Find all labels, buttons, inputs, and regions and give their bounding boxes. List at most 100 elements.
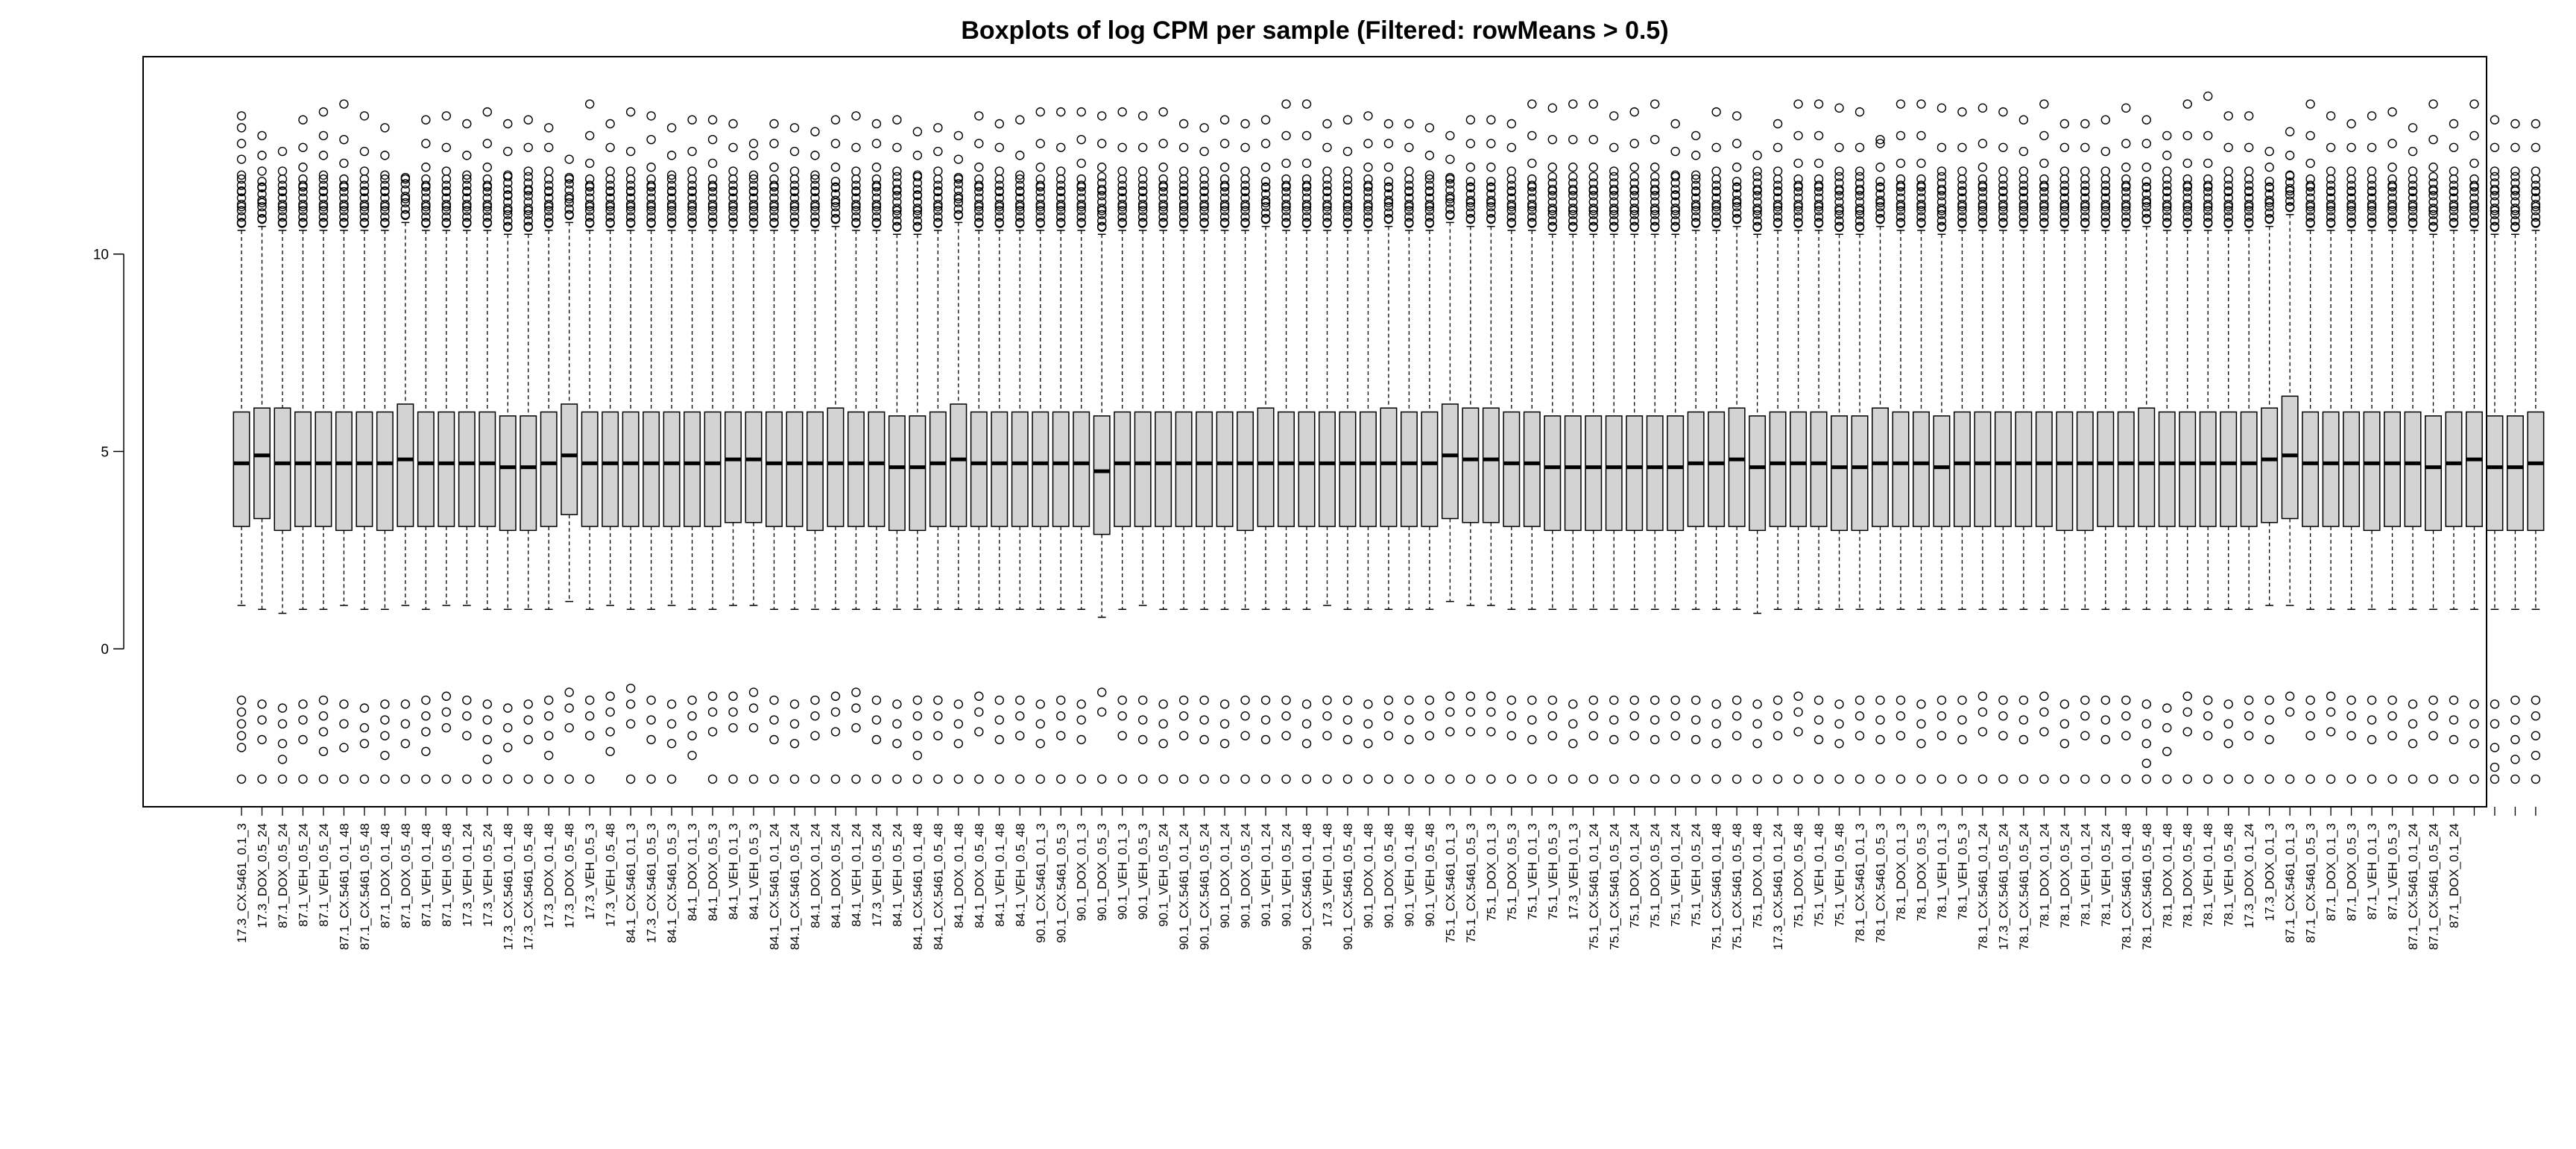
x-tick-label: 17.3_VEH_0.1_3	[1566, 823, 1580, 920]
outlier-point	[257, 734, 267, 745]
outlier-point	[1301, 218, 1312, 227]
outlier-point	[1404, 119, 1414, 129]
outlier-point	[1465, 182, 1476, 192]
outlier-point	[2080, 774, 2090, 784]
outlier-point	[871, 695, 882, 705]
x-tick-label: 75.1_CX.5461_0.5_48	[1730, 823, 1744, 950]
x-tick-label: 84.1_VEH_0.1_3	[727, 823, 741, 920]
outlier-point	[584, 158, 595, 169]
outlier-point	[769, 119, 779, 129]
iqr-box	[1339, 411, 1357, 527]
outlier-point	[318, 151, 329, 160]
outlier-point	[359, 202, 370, 212]
outlier-point	[953, 204, 964, 214]
outlier-point	[912, 127, 923, 136]
outlier-point	[1260, 182, 1271, 192]
outlier-point	[851, 180, 861, 190]
outlier-point	[1854, 186, 1865, 196]
outlier-point	[1977, 199, 1988, 210]
outlier-point	[523, 204, 533, 213]
iqr-box	[2445, 411, 2463, 527]
outlier-point	[1998, 212, 2008, 222]
outlier-point	[1015, 731, 1025, 740]
outlier-point	[646, 774, 656, 784]
outlier-point	[912, 204, 923, 213]
outlier-point	[707, 158, 718, 169]
outlier-point	[605, 186, 615, 196]
outlier-point	[523, 206, 533, 215]
outlier-point	[1137, 202, 1148, 212]
outlier-point	[2039, 202, 2049, 212]
outlier-point	[257, 130, 267, 141]
sample-boxplot	[1851, 107, 1869, 784]
outlier-point	[1506, 180, 1517, 190]
outlier-point	[1711, 166, 1721, 176]
outlier-point	[1998, 107, 2008, 117]
x-tick-label: 78.1_DOX_0.1_24	[2037, 823, 2051, 928]
outlier-point	[1137, 180, 1148, 190]
outlier-point	[748, 151, 759, 160]
y-tick-label: 10	[93, 248, 109, 263]
outlier-point	[2162, 151, 2172, 160]
iqr-box	[1298, 411, 1316, 527]
outlier-point	[892, 186, 902, 196]
outlier-point	[1936, 210, 1947, 219]
outlier-point	[789, 774, 800, 784]
outlier-point	[1445, 691, 1455, 701]
outlier-point	[1650, 134, 1660, 145]
iqr-box	[2138, 407, 2156, 527]
outlier-point	[2264, 774, 2274, 784]
sample-boxplot	[2322, 111, 2340, 784]
outlier-point	[2510, 191, 2520, 201]
outlier-point	[2080, 731, 2090, 740]
outlier-point	[2141, 774, 2151, 784]
outlier-point	[1895, 218, 1906, 227]
outlier-point	[359, 199, 370, 210]
outlier-point	[1199, 774, 1209, 784]
iqr-box	[1892, 411, 1910, 527]
outlier-point	[1117, 212, 1127, 222]
outlier-point	[462, 202, 472, 212]
outlier-point	[2039, 174, 2049, 184]
outlier-point	[2039, 707, 2049, 717]
sample-boxplot	[2158, 130, 2176, 784]
outlier-point	[1424, 711, 1435, 721]
iqr-box	[950, 403, 967, 527]
outlier-point	[912, 711, 923, 721]
outlier-point	[1629, 139, 1639, 148]
outlier-point	[1998, 711, 2008, 721]
outlier-point	[441, 218, 452, 227]
outlier-point	[2428, 210, 2438, 219]
outlier-point	[2531, 212, 2541, 222]
outlier-point	[789, 218, 800, 227]
iqr-box	[1052, 411, 1070, 527]
outlier-point	[1875, 134, 1885, 145]
outlier-point	[2490, 115, 2500, 125]
outlier-point	[1301, 182, 1312, 192]
outlier-point	[769, 695, 779, 705]
iqr-box	[2281, 395, 2299, 520]
x-tick-label: 87.1_VEH_0.1_48	[419, 823, 433, 927]
outlier-point	[1629, 191, 1639, 201]
iqr-box	[397, 403, 414, 527]
x-tick-label: 90.1_VEH_0.1_48	[1402, 823, 1416, 927]
outlier-point	[1137, 174, 1148, 184]
outlier-point	[1260, 177, 1271, 186]
outlier-point	[277, 199, 288, 210]
iqr-box	[1196, 411, 1213, 527]
sample-boxplot	[2035, 99, 2053, 784]
outlier-point	[503, 146, 513, 157]
outlier-point	[482, 202, 492, 212]
sample-boxplot	[458, 119, 476, 784]
outlier-point	[236, 123, 247, 133]
x-tick-label: 75.1_CX.5461_0.5_3	[1464, 823, 1478, 943]
outlier-point	[523, 221, 533, 231]
outlier-point	[892, 216, 902, 226]
chart-title: Boxplots of log CPM per sample (Filtered…	[961, 16, 1668, 45]
outlier-point	[1015, 151, 1025, 160]
outlier-point	[851, 199, 861, 210]
outlier-point	[830, 198, 841, 208]
outlier-point	[2531, 166, 2541, 176]
outlier-point	[1219, 739, 1230, 749]
outlier-point	[625, 206, 636, 215]
